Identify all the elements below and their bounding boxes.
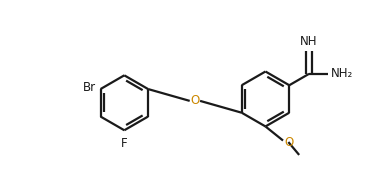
Text: NH₂: NH₂ bbox=[331, 67, 353, 80]
Text: Br: Br bbox=[83, 81, 96, 94]
Text: NH: NH bbox=[300, 35, 318, 48]
Text: O: O bbox=[190, 94, 200, 107]
Text: O: O bbox=[285, 136, 294, 149]
Text: F: F bbox=[121, 137, 127, 150]
